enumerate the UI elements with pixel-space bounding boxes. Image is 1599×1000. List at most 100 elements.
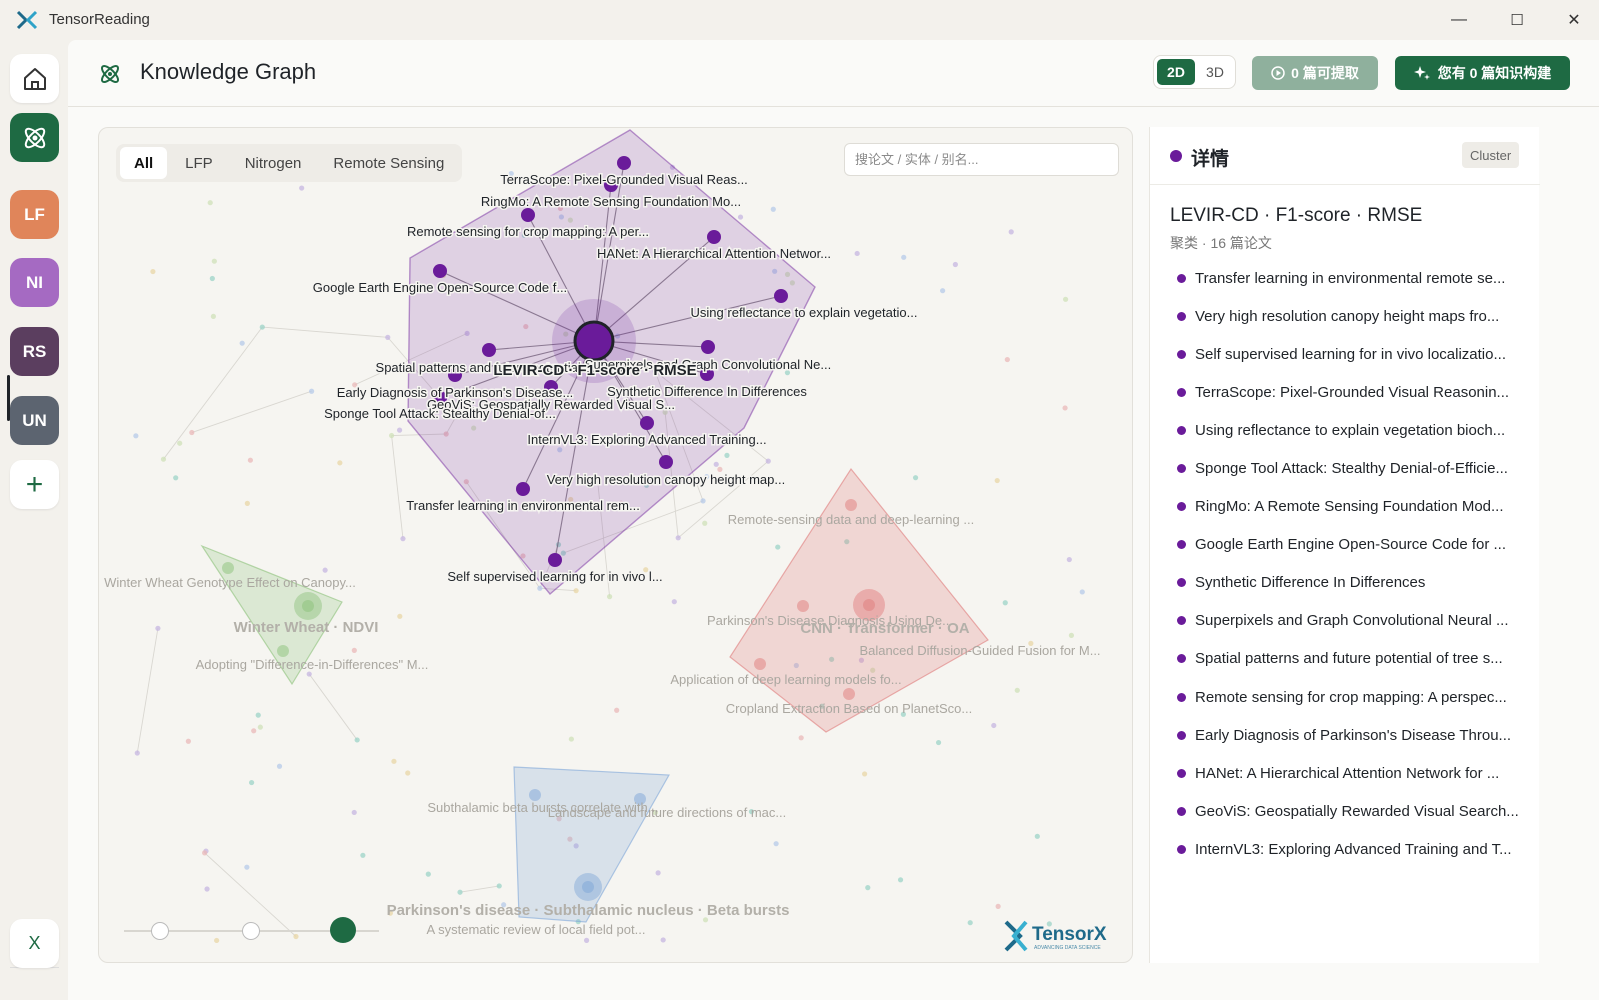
graph-node[interactable] (133, 433, 139, 439)
graph-search-input[interactable] (844, 143, 1119, 176)
paper-list-item[interactable]: Using reflectance to explain vegetation … (1170, 411, 1530, 449)
graph-node[interactable] (724, 452, 730, 458)
graph-node[interactable] (185, 738, 191, 744)
graph-node[interactable] (177, 440, 183, 446)
graph-node[interactable] (1014, 687, 1020, 693)
graph-node[interactable] (940, 288, 946, 294)
graph-node[interactable] (351, 647, 357, 653)
cluster-hub-node-selected[interactable] (573, 320, 615, 362)
zoom-slider-stop-active[interactable] (330, 917, 356, 943)
paper-list-item[interactable]: Transfer learning in environmental remot… (1170, 259, 1530, 297)
graph-node[interactable] (388, 432, 395, 439)
graph-node[interactable] (775, 544, 781, 550)
graph-node[interactable] (1079, 589, 1085, 595)
graph-node[interactable] (912, 475, 919, 481)
graph-node[interactable] (819, 703, 825, 709)
paper-node[interactable] (277, 645, 289, 657)
build-knowledge-button[interactable]: 您有 0 篇知识构建 (1395, 56, 1570, 90)
paper-list-item[interactable]: Early Diagnosis of Parkinson's Disease T… (1170, 716, 1530, 754)
graph-node[interactable] (652, 368, 658, 374)
graph-node[interactable] (360, 852, 366, 858)
graph-node[interactable] (521, 232, 527, 238)
paper-node[interactable] (845, 499, 857, 511)
paper-node[interactable] (797, 600, 809, 612)
graph-node[interactable] (702, 520, 708, 526)
cluster-hull-selected[interactable] (407, 129, 816, 595)
graph-node[interactable] (770, 206, 776, 212)
graph-node[interactable] (501, 902, 507, 908)
graph-node[interactable] (387, 910, 393, 916)
graph-node[interactable] (660, 937, 666, 943)
paper-node[interactable] (863, 599, 875, 611)
graph-node[interactable] (607, 594, 613, 600)
graph-node[interactable] (669, 164, 676, 170)
paper-node[interactable] (582, 881, 594, 893)
graph-node[interactable] (652, 809, 658, 816)
dim-2d-button[interactable]: 2D (1157, 59, 1195, 85)
graph-node[interactable] (211, 258, 217, 264)
graph-node[interactable] (704, 474, 710, 480)
graph-node[interactable] (202, 850, 208, 856)
graph-node[interactable] (748, 809, 755, 815)
graph-node[interactable] (557, 205, 564, 211)
graph-node[interactable] (508, 170, 514, 177)
graph-node[interactable] (994, 477, 1000, 484)
graph-node[interactable] (425, 871, 431, 877)
graph-node[interactable] (737, 214, 744, 220)
graph-node[interactable] (1028, 640, 1034, 646)
graph-node[interactable] (1062, 405, 1068, 411)
cluster-hull[interactable] (729, 467, 989, 733)
paper-node[interactable] (617, 156, 631, 170)
graph-node[interactable] (967, 920, 973, 926)
graph-node[interactable] (1046, 921, 1052, 927)
graph-node[interactable] (854, 250, 860, 257)
graph-node[interactable] (901, 254, 907, 260)
graph-node[interactable] (463, 479, 469, 485)
graph-node[interactable] (207, 200, 213, 206)
paper-node[interactable] (548, 553, 562, 567)
paper-node[interactable] (640, 416, 654, 430)
graph-node[interactable] (556, 816, 562, 822)
graph-node[interactable] (793, 662, 799, 669)
graph-node[interactable] (1068, 632, 1075, 638)
paper-list-item[interactable]: GeoViS: Geospatially Rewarded Visual Sea… (1170, 792, 1530, 830)
sidebar-item-home[interactable] (10, 54, 59, 103)
graph-node[interactable] (259, 324, 265, 330)
paper-node[interactable] (516, 482, 530, 496)
paper-list-item[interactable]: HANet: A Hierarchical Attention Network … (1170, 754, 1530, 792)
graph-node[interactable] (204, 886, 210, 892)
graph-node[interactable] (453, 413, 459, 420)
paper-node[interactable] (701, 340, 715, 354)
graph-node[interactable] (772, 268, 778, 274)
graph-node[interactable] (255, 712, 261, 718)
graph-node[interactable] (354, 737, 360, 743)
graph-node[interactable] (471, 425, 477, 431)
paper-node[interactable] (482, 343, 496, 357)
graph-node[interactable] (457, 889, 463, 895)
graph-node[interactable] (1008, 229, 1014, 235)
graph-node[interactable] (209, 275, 215, 282)
graph-node[interactable] (789, 280, 795, 286)
graph-svg[interactable]: Winter Wheat Genotype Effect on Canopy..… (99, 128, 1133, 963)
paper-node[interactable] (302, 600, 314, 612)
paper-node[interactable] (433, 391, 447, 405)
graph-node[interactable] (134, 750, 140, 756)
minimize-button[interactable]: — (1451, 11, 1467, 28)
paper-node[interactable] (604, 178, 618, 192)
extract-button[interactable]: 0 篇可提取 (1252, 56, 1378, 90)
graph-node[interactable] (257, 724, 263, 730)
graph-node[interactable] (400, 536, 406, 542)
paper-list-item[interactable]: RingMo: A Remote Sensing Foundation Mod.… (1170, 488, 1530, 526)
graph-node[interactable] (567, 217, 573, 223)
graph-node[interactable] (567, 836, 573, 842)
tab-all[interactable]: All (120, 147, 168, 179)
graph-node[interactable] (573, 843, 579, 849)
graph-node[interactable] (829, 656, 835, 662)
graph-node[interactable] (870, 667, 876, 673)
graph-node[interactable] (155, 625, 161, 631)
graph-node[interactable] (396, 427, 403, 433)
graph-node[interactable] (249, 779, 255, 786)
graph-node[interactable] (351, 809, 357, 816)
graph-node[interactable] (897, 877, 904, 883)
graph-node[interactable] (173, 475, 179, 481)
